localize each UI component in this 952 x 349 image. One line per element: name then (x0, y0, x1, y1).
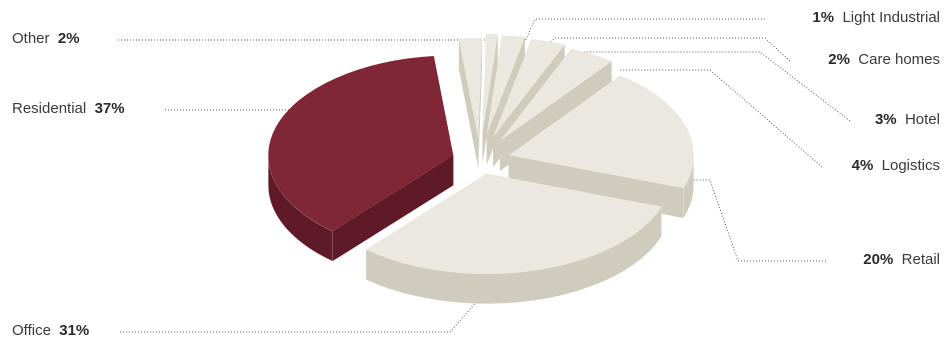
slice-residential (267, 55, 454, 262)
leader-line-other (118, 39, 496, 51)
leader-line-care-homes (539, 37, 791, 62)
slice-top (486, 35, 525, 135)
label-light-industrial-name: Light Industrial (842, 9, 940, 26)
label-logistics: 4% Logistics (852, 157, 940, 175)
label-retail: 20% Retail (863, 251, 940, 269)
label-care-homes-value: 2% (828, 51, 850, 68)
slice-cut-face (508, 155, 684, 219)
label-residential-value: 37% (94, 100, 125, 117)
slice-top (508, 75, 694, 189)
label-office-name: Office (12, 322, 51, 339)
label-other-value: 2% (57, 30, 80, 47)
slice-top (268, 55, 454, 232)
slice-office (365, 173, 662, 305)
label-hotel-value: 3% (874, 111, 897, 128)
slice-top (493, 39, 565, 137)
label-retail-value: 20% (863, 251, 894, 268)
slice-top (458, 38, 482, 139)
slice-retail (508, 75, 695, 220)
label-other: Other 2% (12, 30, 80, 48)
slice-top (366, 173, 662, 274)
slice-cut-face (478, 38, 482, 169)
label-logistics-value: 4% (851, 157, 874, 174)
label-other-name: Other (12, 30, 50, 47)
label-office: Office 31% (12, 322, 89, 340)
label-care-homes-name: Care homes (858, 51, 940, 68)
label-hotel: 3% Hotel (875, 111, 940, 129)
slice-other (458, 38, 482, 169)
slice-top (499, 48, 612, 141)
leader-line-retail (690, 179, 826, 262)
label-logistics-name: Logistics (881, 157, 940, 174)
label-light-industrial-value: 1% (812, 9, 835, 26)
slice-cut-face (458, 38, 479, 169)
slice-light-industrial (482, 33, 498, 164)
label-residential: Residential 37% (12, 100, 125, 118)
label-office-value: 31% (59, 322, 90, 339)
label-care-homes: 2% Care homes (828, 51, 940, 69)
slice-cut-face (332, 155, 454, 262)
label-residential-name: Residential (12, 100, 87, 117)
leader-line-office (120, 291, 486, 333)
label-hotel-name: Hotel (904, 111, 940, 128)
label-light-industrial: 1% Light Industrial (812, 9, 940, 27)
label-retail-name: Retail (901, 251, 940, 268)
slice-cut-face (482, 33, 498, 164)
slice-top (482, 33, 498, 134)
pie-slices (267, 33, 695, 305)
